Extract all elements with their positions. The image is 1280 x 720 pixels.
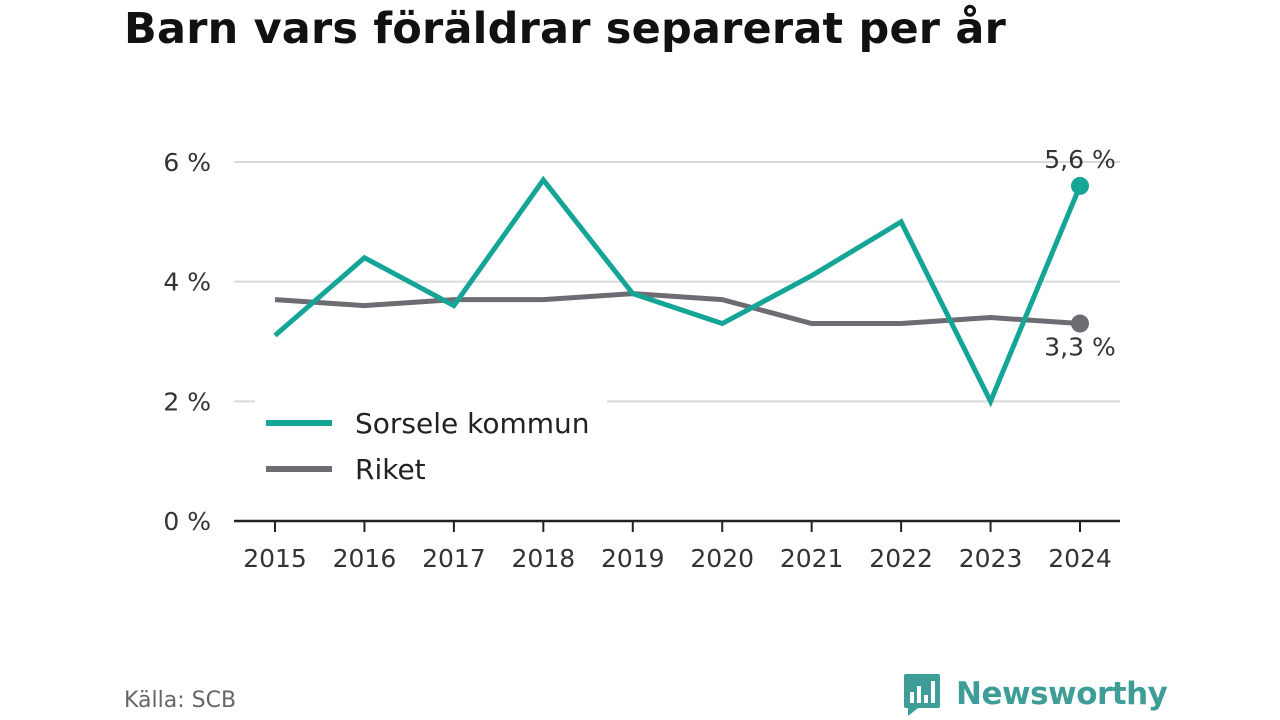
series-end-marker [1071,176,1089,195]
newsworthy-logo[interactable]: Newsworthy [902,670,1168,718]
x-tick-label: 2015 [243,544,307,573]
series-lines [273,175,1089,408]
end-labels: 5,6 % 3,3 % [1044,145,1115,362]
brand-name: Newsworthy [956,676,1168,712]
y-axis-labels: 0 % 2 % 4 % 6 % [163,148,211,536]
series-end-marker [1071,314,1089,333]
y-tick-label: 6 % [163,148,211,177]
gridlines [234,161,1120,403]
y-tick-label: 4 % [163,268,211,297]
x-tick-label: 2017 [422,544,486,573]
x-tick-label: 2024 [1048,544,1112,573]
series-line-sorsele-kommun [273,175,1083,408]
x-axis: 2015 2016 2017 2018 2019 2020 2021 2022 2023 2024 [234,519,1120,573]
legend-background [255,398,607,498]
source-note: Källa: SCB [124,688,237,713]
x-tick-label: 2023 [959,544,1023,573]
end-label: 5,6 % [1044,145,1115,174]
x-tick-label: 2016 [333,544,397,573]
y-tick-label: 2 % [163,387,211,416]
series-line-riket [274,291,1081,327]
legend-label: Riket [355,453,426,486]
legend: Sorsele kommun Riket [255,398,607,498]
x-tick-label: 2018 [512,544,576,573]
bar-chart-speech-bubble-icon [904,674,940,716]
x-tick-label: 2020 [690,544,754,573]
chart-title: Barn vars föräldrar separerat per år [124,4,1007,54]
legend-label: Sorsele kommun [355,407,590,440]
x-tick-label: 2021 [780,544,844,573]
x-tick-label: 2022 [869,544,933,573]
y-tick-label: 0 % [163,507,211,536]
x-tick-label: 2019 [601,544,665,573]
end-label: 3,3 % [1044,333,1115,362]
